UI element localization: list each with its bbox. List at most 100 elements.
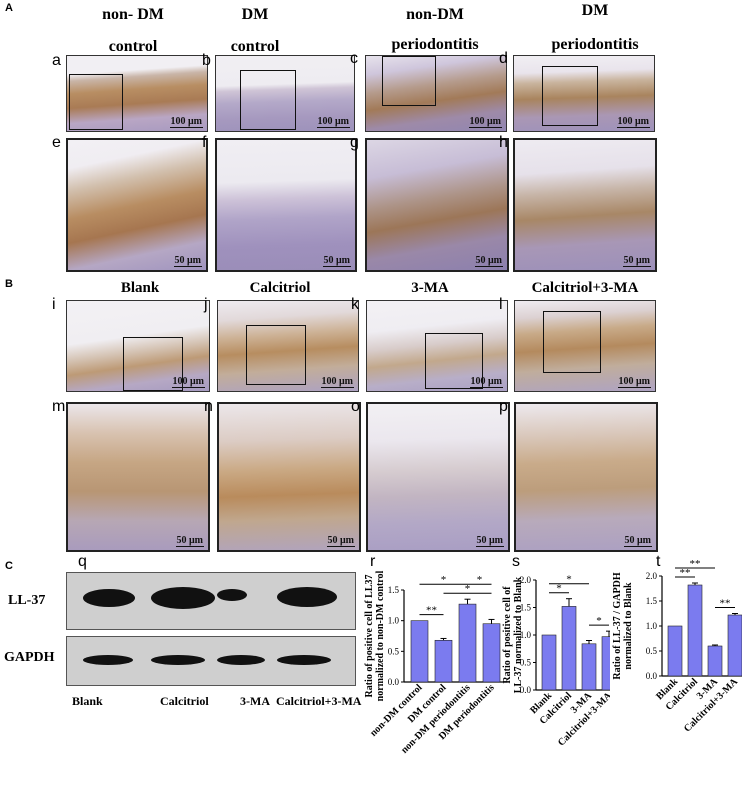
panel-letter-b: b [202,52,211,69]
bar [601,636,610,691]
y-tick-label: 1.5 [388,585,400,595]
micrograph-panel-e: 50 μm [66,138,208,272]
significance-label: ** [426,605,437,617]
header-b2: Calcitriol [249,280,311,296]
micrograph-panel-o: 50 μm [366,402,510,552]
blot-row-label-gapdh: GAPDH [4,650,55,665]
panel-letter-k: k [351,296,359,313]
significance-label: ** [680,567,691,579]
header-b4: Calcitriol+3-MA [531,280,639,296]
micrograph-panel-h: 50 μm [513,138,657,272]
y-tick-label: 1.0 [388,616,400,626]
y-axis-label: normalized to non-DM control [375,570,386,701]
micrograph-panel-g: 50 μm [365,138,509,272]
panel-letter-p: p [499,398,508,415]
roi-box [543,311,601,373]
blot-band [277,587,337,607]
blot-band [277,655,331,665]
y-tick-label: 1.5 [520,603,532,613]
panel-letter-i: i [52,296,56,313]
micrograph-panel-n: 50 μm [217,402,361,552]
panel-letter-s: s [512,553,520,570]
y-axis-label: normalized to Blank [623,582,634,670]
bar [434,639,453,683]
bar-chart-r: 0.0 0.5 1.0 1.5 Ratio of positive cell of LL… [364,570,507,756]
scale-bar: 100 μm [316,116,350,128]
section-label-c: C [5,560,13,572]
roi-box [246,325,306,385]
panel-letter-r: r [370,553,376,570]
blot-band [217,589,247,601]
lane-label-calcitriol: Calcitriol [160,694,209,708]
scale-bar: 50 μm [475,535,504,547]
header-a4-line2: periodontitis [551,36,639,53]
scale-bar: 50 μm [175,535,204,547]
significance-label: * [465,583,471,595]
y-tick-label: 0.0 [520,685,532,695]
significance-label: * [556,583,562,595]
western-blot-gapdh [66,636,356,686]
header-a2-line2: control [230,38,280,55]
y-tick-label: 1.0 [646,621,658,631]
y-tick-label: 2.0 [520,575,532,585]
micrograph-panel-c: 100 μm [365,55,507,132]
y-tick-label: 0.5 [388,646,400,656]
panel-letter-e: e [52,134,61,151]
scale-bar: 100 μm [469,376,503,388]
scale-bar: 100 μm [171,376,205,388]
blot-band [151,587,215,609]
significance-label: * [596,615,602,627]
bar [581,643,597,691]
panel-letter-d: d [499,50,508,67]
panel-letter-t: t [656,553,661,570]
panel-letter-o: o [351,398,360,415]
roi-box [542,66,598,126]
y-axis-label: Ratio of positive cell of LL37 [364,574,375,697]
bar [687,584,703,677]
micrograph-panel-a: 100 μm [66,55,208,132]
section-label-a: A [5,2,13,14]
scale-bar: 100 μm [320,376,354,388]
header-a4-line1: DM [581,2,609,19]
y-axis-label: LL-37 normalized to Blank [513,576,524,693]
scale-bar: 100 μm [468,116,502,128]
lane-label-blank: Blank [72,694,103,708]
scale-bar: 50 μm [622,255,651,267]
header-a2-line1: DM [241,6,269,23]
header-a1-line2: control [108,38,158,55]
significance-label: * [477,574,483,586]
blot-band [151,655,205,665]
y-tick-label: 1.0 [520,630,532,640]
roi-box [123,337,183,391]
y-tick-label: 0.0 [646,671,658,681]
blot-band [83,589,135,607]
blot-band [217,655,265,665]
bar [458,603,477,683]
header-a3-line1: non-DM [406,6,464,23]
roi-box [382,56,436,106]
lane-label-3ma: 3-MA [240,694,270,708]
micrograph-panel-b: 100 μm [215,55,355,132]
bar-chart-t: 0.0 0.5 1.0 1.5 2.0 Ratio of LL-37 / GAPDH nor… [612,560,742,734]
panel-letter-a: a [52,52,61,69]
scale-bar: 100 μm [617,376,651,388]
lane-label-calcitriol-3ma: Calcitriol+3-MA [276,694,362,708]
y-tick-label: 0.5 [520,658,532,668]
roi-box [69,74,123,130]
scale-bar: 50 μm [623,535,652,547]
bar [561,606,577,691]
scale-bar: 50 μm [173,255,202,267]
y-tick-label: 1.5 [646,596,658,606]
panel-letter-f: f [202,134,207,151]
micrograph-panel-i: 100 μm [66,300,210,392]
micrograph-panel-l: 100 μm [514,300,656,392]
header-b3: 3-MA [411,280,449,296]
panel-letter-c: c [350,50,358,67]
scale-bar: 50 μm [474,255,503,267]
panel-letter-m: m [52,398,66,415]
y-tick-label: 0.5 [646,646,658,656]
micrograph-panel-p: 50 μm [514,402,658,552]
panel-letter-n: n [204,398,213,415]
scale-bar: 100 μm [169,116,203,128]
bar [707,645,723,677]
